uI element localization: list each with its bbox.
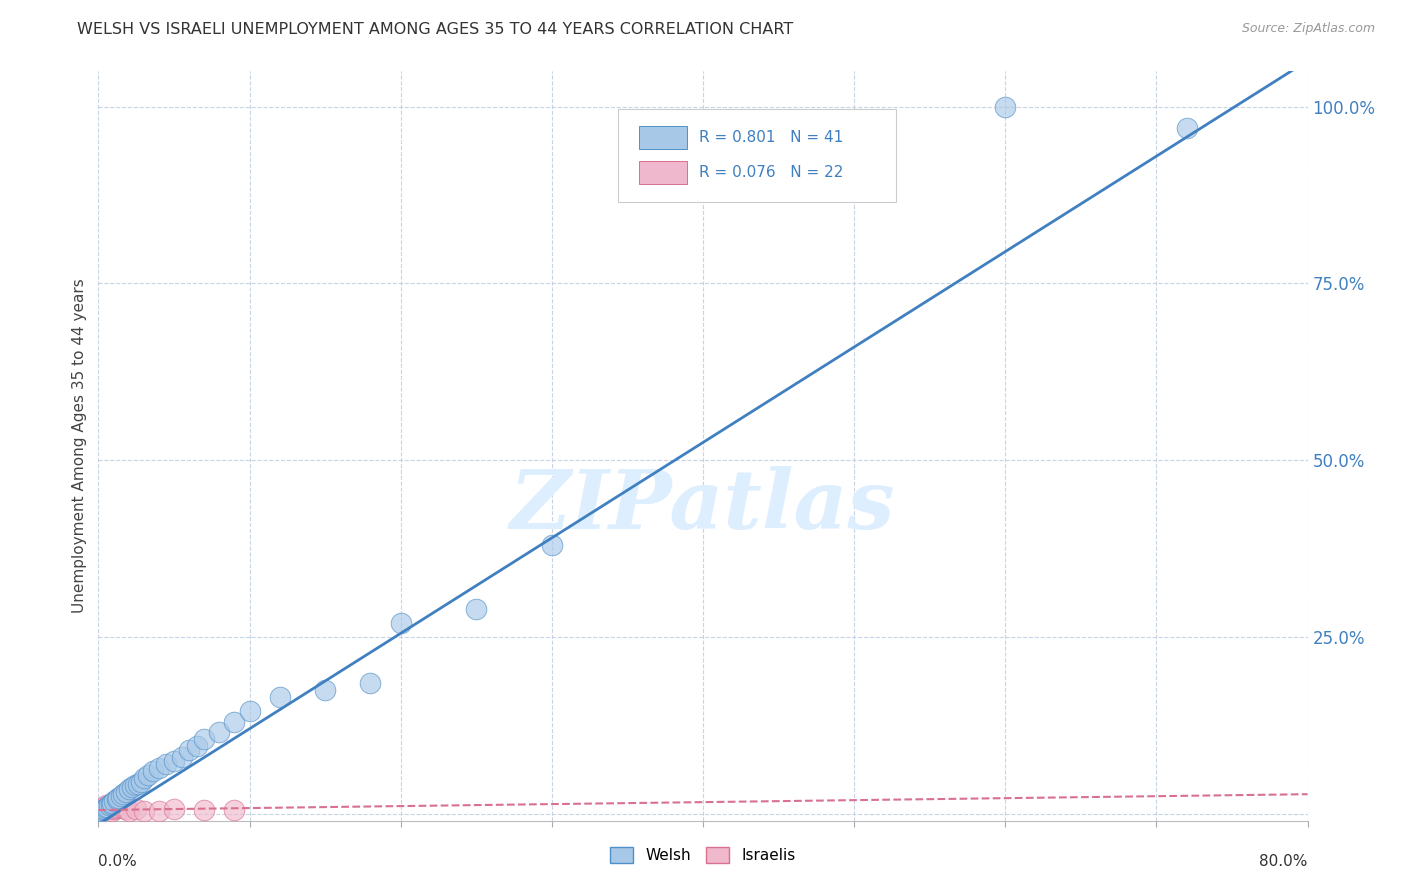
Point: [93, 799, 115, 814]
Point: [208, 725, 231, 739]
Text: R = 0.801   N = 41: R = 0.801 N = 41: [699, 130, 844, 145]
Point: [121, 780, 143, 794]
Point: [224, 803, 246, 817]
Point: [224, 714, 246, 729]
Point: [124, 778, 146, 792]
Point: [105, 792, 128, 806]
Point: [148, 804, 170, 818]
Point: [101, 804, 124, 818]
Point: [114, 785, 136, 799]
Point: [127, 777, 149, 791]
Point: [132, 804, 155, 818]
Point: [114, 802, 136, 816]
Point: [105, 799, 128, 814]
Point: [96, 799, 118, 814]
Point: [118, 781, 141, 796]
Text: R = 0.076   N = 22: R = 0.076 N = 22: [699, 165, 844, 180]
Point: [186, 739, 208, 754]
Point: [91, 803, 114, 817]
Point: [100, 797, 122, 812]
FancyBboxPatch shape: [638, 126, 688, 149]
Point: [155, 757, 177, 772]
Text: ZIPatlas: ZIPatlas: [510, 466, 896, 546]
Point: [103, 794, 125, 808]
Point: [179, 743, 201, 757]
Point: [108, 798, 131, 813]
FancyBboxPatch shape: [638, 161, 688, 184]
Point: [110, 789, 132, 803]
Text: 80.0%: 80.0%: [1260, 855, 1308, 870]
Point: [163, 754, 186, 768]
Point: [98, 801, 121, 815]
Point: [163, 802, 186, 816]
Point: [239, 704, 262, 718]
FancyBboxPatch shape: [619, 109, 897, 202]
Point: [125, 802, 148, 816]
Point: [111, 787, 134, 801]
Point: [93, 802, 115, 816]
Point: [107, 791, 129, 805]
Point: [148, 761, 170, 775]
Point: [90, 804, 112, 818]
Point: [96, 799, 118, 814]
Point: [389, 615, 412, 630]
Legend: Welsh, Israelis: Welsh, Israelis: [605, 841, 801, 869]
Text: Source: ZipAtlas.com: Source: ZipAtlas.com: [1241, 22, 1375, 36]
Point: [94, 801, 117, 815]
Point: [142, 764, 165, 779]
Point: [132, 771, 155, 785]
Point: [89, 804, 111, 818]
Text: 0.0%: 0.0%: [98, 855, 138, 870]
Point: [994, 100, 1017, 114]
Point: [540, 538, 562, 552]
Point: [90, 802, 112, 816]
Point: [98, 798, 121, 813]
Point: [104, 801, 127, 815]
Point: [360, 675, 382, 690]
Point: [111, 801, 134, 815]
Text: WELSH VS ISRAELI UNEMPLOYMENT AMONG AGES 35 TO 44 YEARS CORRELATION CHART: WELSH VS ISRAELI UNEMPLOYMENT AMONG AGES…: [77, 22, 793, 37]
Point: [103, 802, 125, 816]
Point: [136, 767, 159, 781]
Point: [94, 798, 117, 813]
Point: [314, 682, 336, 697]
Point: [465, 601, 488, 615]
Point: [193, 732, 215, 747]
Y-axis label: Unemployment Among Ages 35 to 44 years: Unemployment Among Ages 35 to 44 years: [72, 278, 87, 614]
Point: [89, 805, 111, 819]
Point: [129, 775, 152, 789]
Point: [100, 802, 122, 816]
Point: [193, 803, 215, 817]
Point: [118, 804, 141, 818]
Point: [1175, 120, 1198, 135]
Point: [101, 796, 124, 810]
Point: [269, 690, 291, 704]
Point: [170, 750, 193, 764]
Point: [91, 801, 114, 815]
